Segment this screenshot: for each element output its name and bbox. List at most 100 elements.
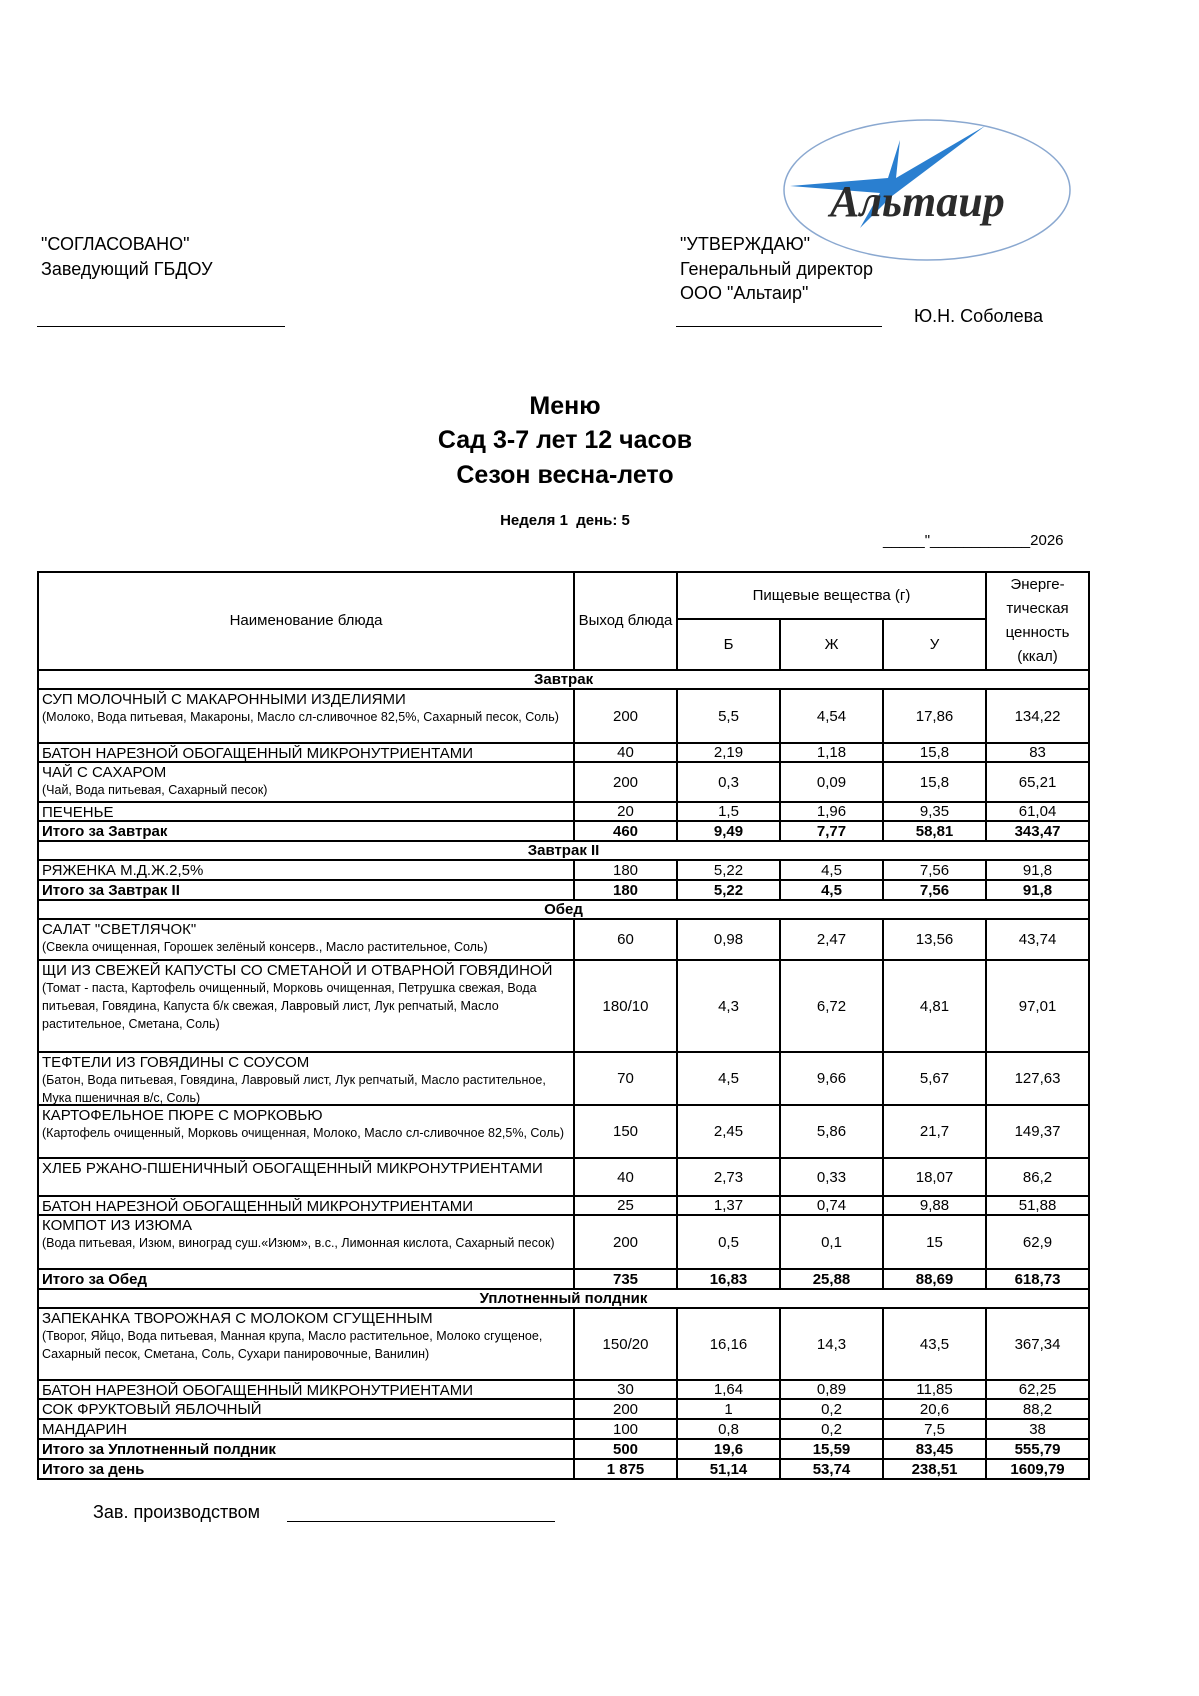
dish-cell: Итого за Завтрак II	[37, 879, 575, 901]
value-u: 15	[881, 1214, 988, 1270]
value-zh: 25,88	[779, 1268, 884, 1290]
approved-left-position: Заведующий ГБДОУ	[41, 259, 213, 279]
dish-ingredients: (Творог, Яйцо, Вода питьевая, Манная кру…	[42, 1329, 543, 1361]
value-u: 15,8	[881, 761, 988, 803]
value-out: 180	[573, 879, 678, 901]
value-out: 60	[573, 918, 678, 961]
table-row: БАТОН НАРЕЗНОЙ ОБОГАЩЕННЫЙ МИКРОНУТРИЕНТ…	[37, 742, 1091, 763]
dish-cell: СОК ФРУКТОВЫЙ ЯБЛОЧНЫЙ	[37, 1398, 575, 1420]
value-b: 2,45	[676, 1104, 781, 1159]
value-b: 0,98	[676, 918, 781, 961]
table-row: КОМПОТ ИЗ ИЗЮМА (Вода питьевая, Изюм, вин…	[37, 1214, 1091, 1270]
value-b: 19,6	[676, 1438, 781, 1460]
dish-cell: Итого за Уплотненный полдник	[37, 1438, 575, 1460]
dish-ingredients: (Вода питьевая, Изюм, виноград суш.«Изюм…	[42, 1236, 555, 1250]
value-b: 0,5	[676, 1214, 781, 1270]
value-out: 460	[573, 820, 678, 842]
dish-name: БАТОН НАРЕЗНОЙ ОБОГАЩЕННЫЙ МИКРОНУТРИЕНТ…	[42, 1382, 474, 1398]
total-row: Итого за Уплотненный полдник 500 19,6 15,59…	[37, 1438, 1091, 1460]
value-out: 200	[573, 1398, 678, 1420]
value-e: 43,74	[985, 918, 1091, 961]
approved-right-person: Ю.Н. Соболева	[914, 306, 1044, 326]
dish-name: ЧАЙ С САХАРОМ	[42, 764, 167, 781]
svg-text:Альтаир: Альтаир	[827, 177, 1005, 226]
value-out: 1 875	[573, 1458, 678, 1480]
dish-cell: ХЛЕБ РЖАНО-ПШЕНИЧНЫЙ ОБОГАЩЕННЫЙ МИКРОНУ…	[37, 1157, 575, 1197]
value-b: 5,22	[676, 879, 781, 901]
value-zh: 4,54	[779, 688, 884, 744]
dish-ingredients: (Картофель очищенный, Морковь очищенная,…	[42, 1126, 565, 1140]
dish-name: МАНДАРИН	[42, 1421, 128, 1438]
value-u: 11,85	[881, 1379, 988, 1400]
signature-line-left	[37, 326, 285, 327]
header-b: Б	[676, 618, 781, 671]
value-u: 7,56	[881, 859, 988, 881]
value-u: 21,7	[881, 1104, 988, 1159]
value-b: 2,19	[676, 742, 781, 763]
dish-cell: САЛАТ "СВЕТЛЯЧОК" (Свекла очищенная, Горо…	[37, 918, 575, 961]
value-b: 1,64	[676, 1379, 781, 1400]
header-nutrients: Пищевые вещества (г)	[675, 570, 988, 621]
value-u: 83,45	[881, 1438, 988, 1460]
value-e: 149,37	[985, 1104, 1091, 1159]
dish-cell: ЗАПЕКАНКА ТВОРОЖНАЯ С МОЛОКОМ СГУЩЕННЫМ (…	[37, 1307, 575, 1381]
approved-right-label: "УТВЕРЖДАЮ"	[680, 234, 811, 254]
approved-right-org: ООО "Альтаир"	[680, 283, 809, 303]
dish-name: ЩИ ИЗ СВЕЖЕЙ КАПУСТЫ СО СМЕТАНОЙ И ОТВАР…	[42, 962, 553, 979]
menu-table: Наименование блюда Выход блюда Пищевые в…	[36, 570, 1091, 1480]
table-row: ЧАЙ С САХАРОМ (Чай, Вода питьевая, Сахарн…	[37, 761, 1091, 803]
value-out: 180	[573, 859, 678, 881]
value-zh: 1,96	[779, 801, 884, 822]
value-u: 13,56	[881, 918, 988, 961]
dish-ingredients: (Томат - паста, Картофель очищенный, Мор…	[42, 981, 537, 1031]
dish-name: СОК ФРУКТОВЫЙ ЯБЛОЧНЫЙ	[42, 1401, 262, 1418]
value-zh: 0,09	[779, 761, 884, 803]
approved-right-position: Генеральный директор	[680, 259, 874, 279]
value-e: 62,9	[985, 1214, 1091, 1270]
table-row: ПЕЧЕНЬЕ 20 1,5 1,96 9,35 61,04	[37, 801, 1091, 822]
value-out: 150	[573, 1104, 678, 1159]
value-b: 5,22	[676, 859, 781, 881]
value-e: 65,21	[985, 761, 1091, 803]
value-u: 17,86	[881, 688, 988, 744]
dish-name: РЯЖЕНКА М.Д.Ж.2,5%	[42, 862, 204, 879]
value-b: 9,49	[676, 820, 781, 842]
value-e: 38	[985, 1418, 1091, 1440]
section-row: Завтрак II	[36, 840, 1091, 861]
value-u: 9,88	[881, 1195, 988, 1216]
value-e: 1609,79	[985, 1458, 1091, 1480]
value-out: 200	[573, 761, 678, 803]
section-row: Обед	[36, 899, 1091, 920]
table-row: ТЕФТЕЛИ ИЗ ГОВЯДИНЫ С СОУСОМ (Батон, Вода…	[37, 1051, 1091, 1106]
value-out: 40	[573, 1157, 678, 1197]
section-row: Завтрак	[36, 669, 1091, 690]
table-row: РЯЖЕНКА М.Д.Ж.2,5% 180 5,22 4,5 7,56 91,8	[37, 859, 1091, 881]
dish-ingredients: (Чай, Вода питьевая, Сахарный песок)	[42, 783, 268, 797]
table-row: БАТОН НАРЕЗНОЙ ОБОГАЩЕННЫЙ МИКРОНУТРИЕНТ…	[37, 1379, 1091, 1400]
value-zh: 14,3	[779, 1307, 884, 1381]
value-zh: 6,72	[779, 959, 884, 1053]
dish-cell: КАРТОФЕЛЬНОЕ ПЮРЕ С МОРКОВЬЮ (Картофель о…	[37, 1104, 575, 1159]
dish-cell: ЧАЙ С САХАРОМ (Чай, Вода питьевая, Сахарн…	[37, 761, 575, 803]
value-e: 51,88	[985, 1195, 1091, 1216]
value-out: 500	[573, 1438, 678, 1460]
value-b: 16,16	[676, 1307, 781, 1381]
value-zh: 0,2	[779, 1418, 884, 1440]
value-u: 5,67	[881, 1051, 988, 1106]
value-zh: 0,74	[779, 1195, 884, 1216]
value-out: 40	[573, 742, 678, 763]
dish-name: ХЛЕБ РЖАНО-ПШЕНИЧНЫЙ ОБОГАЩЕННЫЙ МИКРОНУ…	[42, 1160, 543, 1177]
value-e: 91,8	[985, 879, 1091, 901]
value-b: 5,5	[676, 688, 781, 744]
section-title: Завтрак	[36, 669, 1091, 690]
total-row: Итого за Обед 735 16,83 25,88 88,69 618,73	[37, 1268, 1091, 1290]
value-zh: 2,47	[779, 918, 884, 961]
dish-cell: ЩИ ИЗ СВЕЖЕЙ КАПУСТЫ СО СМЕТАНОЙ И ОТВАР…	[37, 959, 575, 1053]
dish-cell: ТЕФТЕЛИ ИЗ ГОВЯДИНЫ С СОУСОМ (Батон, Вода…	[37, 1051, 575, 1106]
value-b: 16,83	[676, 1268, 781, 1290]
dish-cell: БАТОН НАРЕЗНОЙ ОБОГАЩЕННЫЙ МИКРОНУТРИЕНТ…	[37, 1379, 575, 1400]
value-b: 0,8	[676, 1418, 781, 1440]
value-e: 618,73	[985, 1268, 1091, 1290]
value-zh: 4,5	[779, 879, 884, 901]
